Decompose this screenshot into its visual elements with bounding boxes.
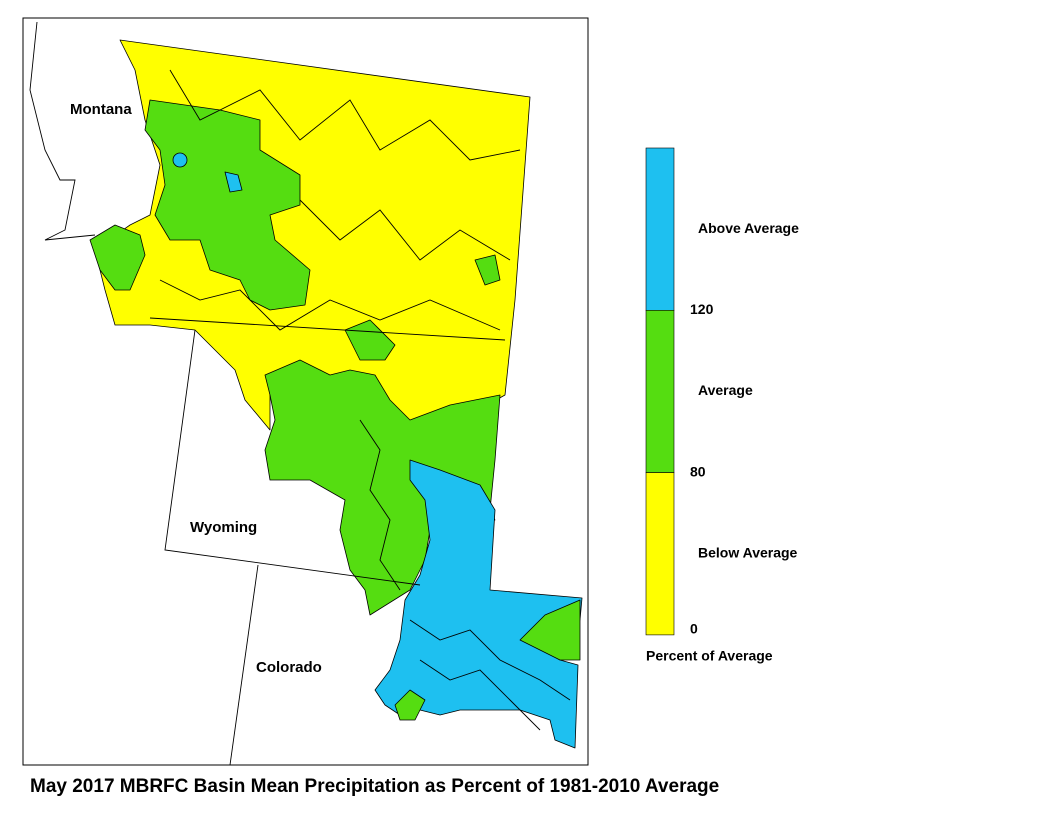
- legend-label: Below Average: [698, 544, 798, 560]
- state-label: Montana: [70, 101, 132, 118]
- state-line: [29, 21, 96, 241]
- basin-lines: [159, 279, 501, 331]
- legend-swatch: [645, 147, 675, 311]
- basin-lines: [169, 69, 521, 161]
- state-line: [164, 329, 421, 586]
- caption: May 2017 MBRFC Basin Mean Precipitation …: [30, 776, 719, 797]
- legend: Above Average Average Below Average 120 80 0: [645, 147, 799, 637]
- legend-tick-label: 0: [690, 621, 698, 637]
- legend-label: Average: [698, 382, 753, 398]
- basin-lines: [359, 419, 401, 591]
- state-label: Wyoming: [190, 519, 257, 536]
- basin-lines: [419, 659, 541, 731]
- basin-lines: [299, 199, 511, 261]
- legend-swatch: [645, 309, 675, 473]
- average-region: [144, 99, 311, 311]
- state-line: [149, 317, 506, 341]
- lake: [172, 152, 188, 168]
- state-line: [229, 564, 259, 766]
- average-region: [344, 319, 396, 361]
- legend-title: Percent of Average: [646, 648, 773, 664]
- legend-tick-label: 120: [690, 301, 714, 317]
- average-region: [264, 359, 501, 616]
- legend-swatch: [645, 472, 675, 636]
- state-label: Colorado: [256, 659, 322, 676]
- average-region: [474, 254, 501, 286]
- average-region: [519, 599, 581, 661]
- average-region: [394, 689, 426, 721]
- average-region: [89, 224, 146, 291]
- legend-tick-label: 80: [690, 463, 706, 479]
- basin-lines: [409, 619, 571, 701]
- lake: [224, 171, 243, 193]
- legend-label: Above Average: [698, 220, 799, 236]
- map: [29, 21, 583, 766]
